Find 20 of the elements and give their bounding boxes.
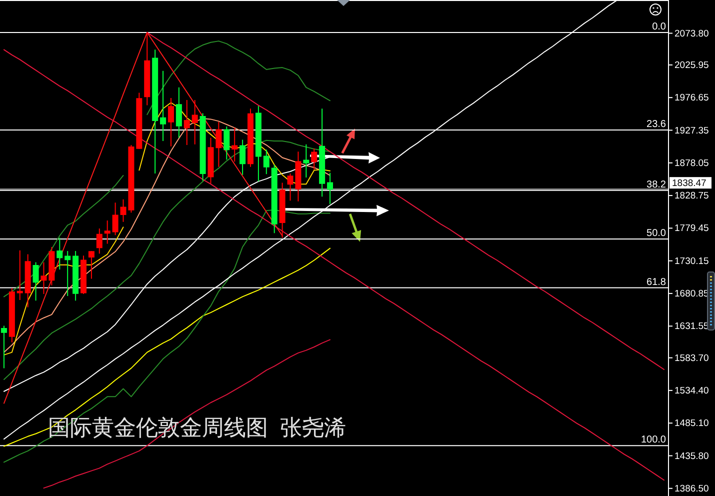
y-tick-label: 1878.05 xyxy=(674,158,709,169)
annotation: 0.0 xyxy=(652,21,666,32)
y-tick-label: 1927.35 xyxy=(674,125,709,136)
y-tick-label: 1583.70 xyxy=(674,352,709,364)
y-tick-label: 1779.45 xyxy=(674,223,709,234)
annotation: 100.0 xyxy=(640,434,666,446)
y-tick-label: 1435.80 xyxy=(674,450,709,462)
y-tick-label: 1976.65 xyxy=(674,92,709,104)
annotation: 61.8 xyxy=(646,276,666,288)
annotation: 38.2 xyxy=(646,179,666,190)
y-tick-label: 1730.15 xyxy=(674,256,709,267)
y-tick-label: 1828.75 xyxy=(674,190,709,202)
y-tick-label: 2025.95 xyxy=(674,60,709,71)
y-tick-label: 1534.40 xyxy=(674,385,709,396)
ref-line-label: 1838.47 xyxy=(672,178,706,190)
annotation: 50.0 xyxy=(646,228,666,240)
annotation: 23.6 xyxy=(646,118,666,130)
y-tick-label: 2073.80 xyxy=(674,28,709,40)
y-tick-label: 1485.10 xyxy=(674,418,709,430)
y-tick-label: 1386.50 xyxy=(674,483,709,494)
